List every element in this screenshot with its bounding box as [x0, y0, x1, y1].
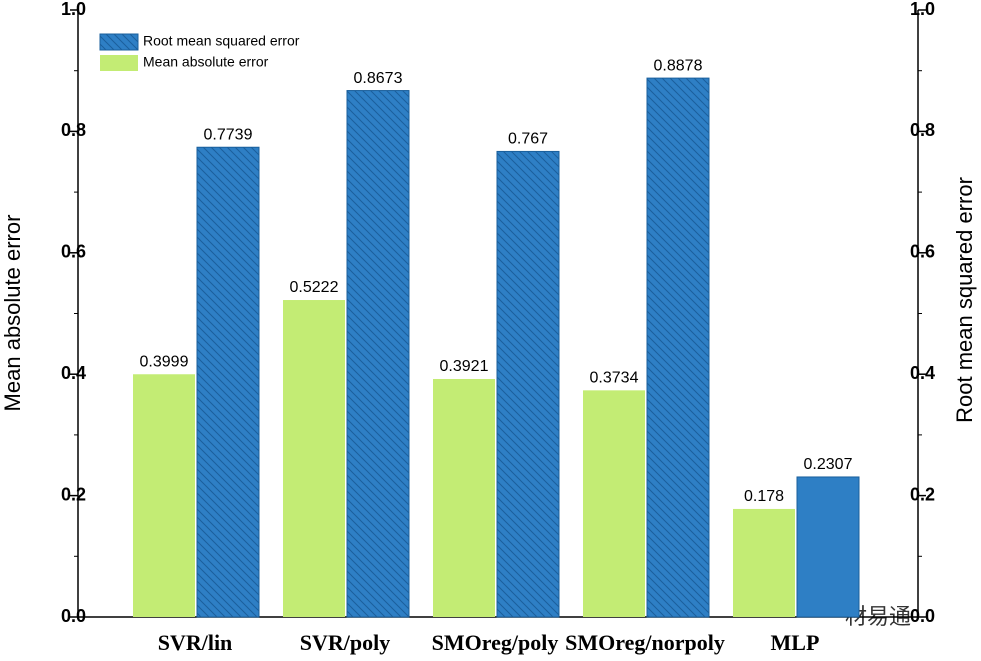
bar [496, 150, 560, 618]
yticks-label: 0.8 [61, 120, 86, 140]
value-label: 0.5222 [290, 279, 339, 296]
yticks-label: 0.4 [61, 363, 86, 383]
value-label: 0.2307 [804, 456, 853, 473]
y2ticks-label: 1.0 [910, 0, 935, 19]
bar [133, 374, 195, 617]
x-tick-label: SMOreg/norpoly [565, 630, 725, 655]
value-label: 0.178 [744, 488, 784, 505]
legend-label: Root mean squared error [143, 33, 300, 49]
value-label: 0.8673 [354, 70, 403, 87]
x-tick-label: MLP [771, 630, 820, 655]
yticks-label: 0.6 [61, 242, 86, 262]
legend-swatch [100, 55, 138, 71]
value-label: 0.3921 [440, 358, 489, 375]
value-label: 0.7739 [204, 126, 253, 143]
y2-axis-label: Root mean squared error [952, 177, 977, 423]
bar [733, 508, 795, 617]
legend-swatch [99, 33, 139, 51]
bar [283, 300, 345, 617]
yticks-label: 1.0 [61, 0, 86, 19]
x-tick-label: SVR/lin [158, 630, 233, 655]
bar [433, 378, 495, 617]
x-tick-label: SMOreg/poly [432, 630, 559, 655]
bar [646, 77, 710, 618]
bar [796, 476, 860, 618]
value-label: 0.8878 [654, 57, 703, 74]
x-tick-label: SVR/poly [300, 630, 390, 655]
bar [583, 390, 645, 617]
y2ticks-label: 0.2 [910, 484, 935, 504]
bar [196, 146, 260, 618]
y2ticks-label: 0.6 [910, 242, 935, 262]
y2ticks-label: 0.4 [910, 363, 935, 383]
yticks-label: 0.0 [61, 606, 86, 626]
y2ticks-label: 0.0 [910, 606, 935, 626]
y2ticks-label: 0.8 [910, 120, 935, 140]
legend-label: Mean absolute error [143, 54, 269, 70]
y-axis-label: Mean absolute error [0, 215, 25, 412]
value-label: 0.767 [508, 131, 548, 148]
value-label: 0.3999 [140, 353, 189, 370]
value-label: 0.3734 [590, 370, 639, 387]
yticks-label: 0.2 [61, 484, 86, 504]
bar [346, 90, 410, 618]
